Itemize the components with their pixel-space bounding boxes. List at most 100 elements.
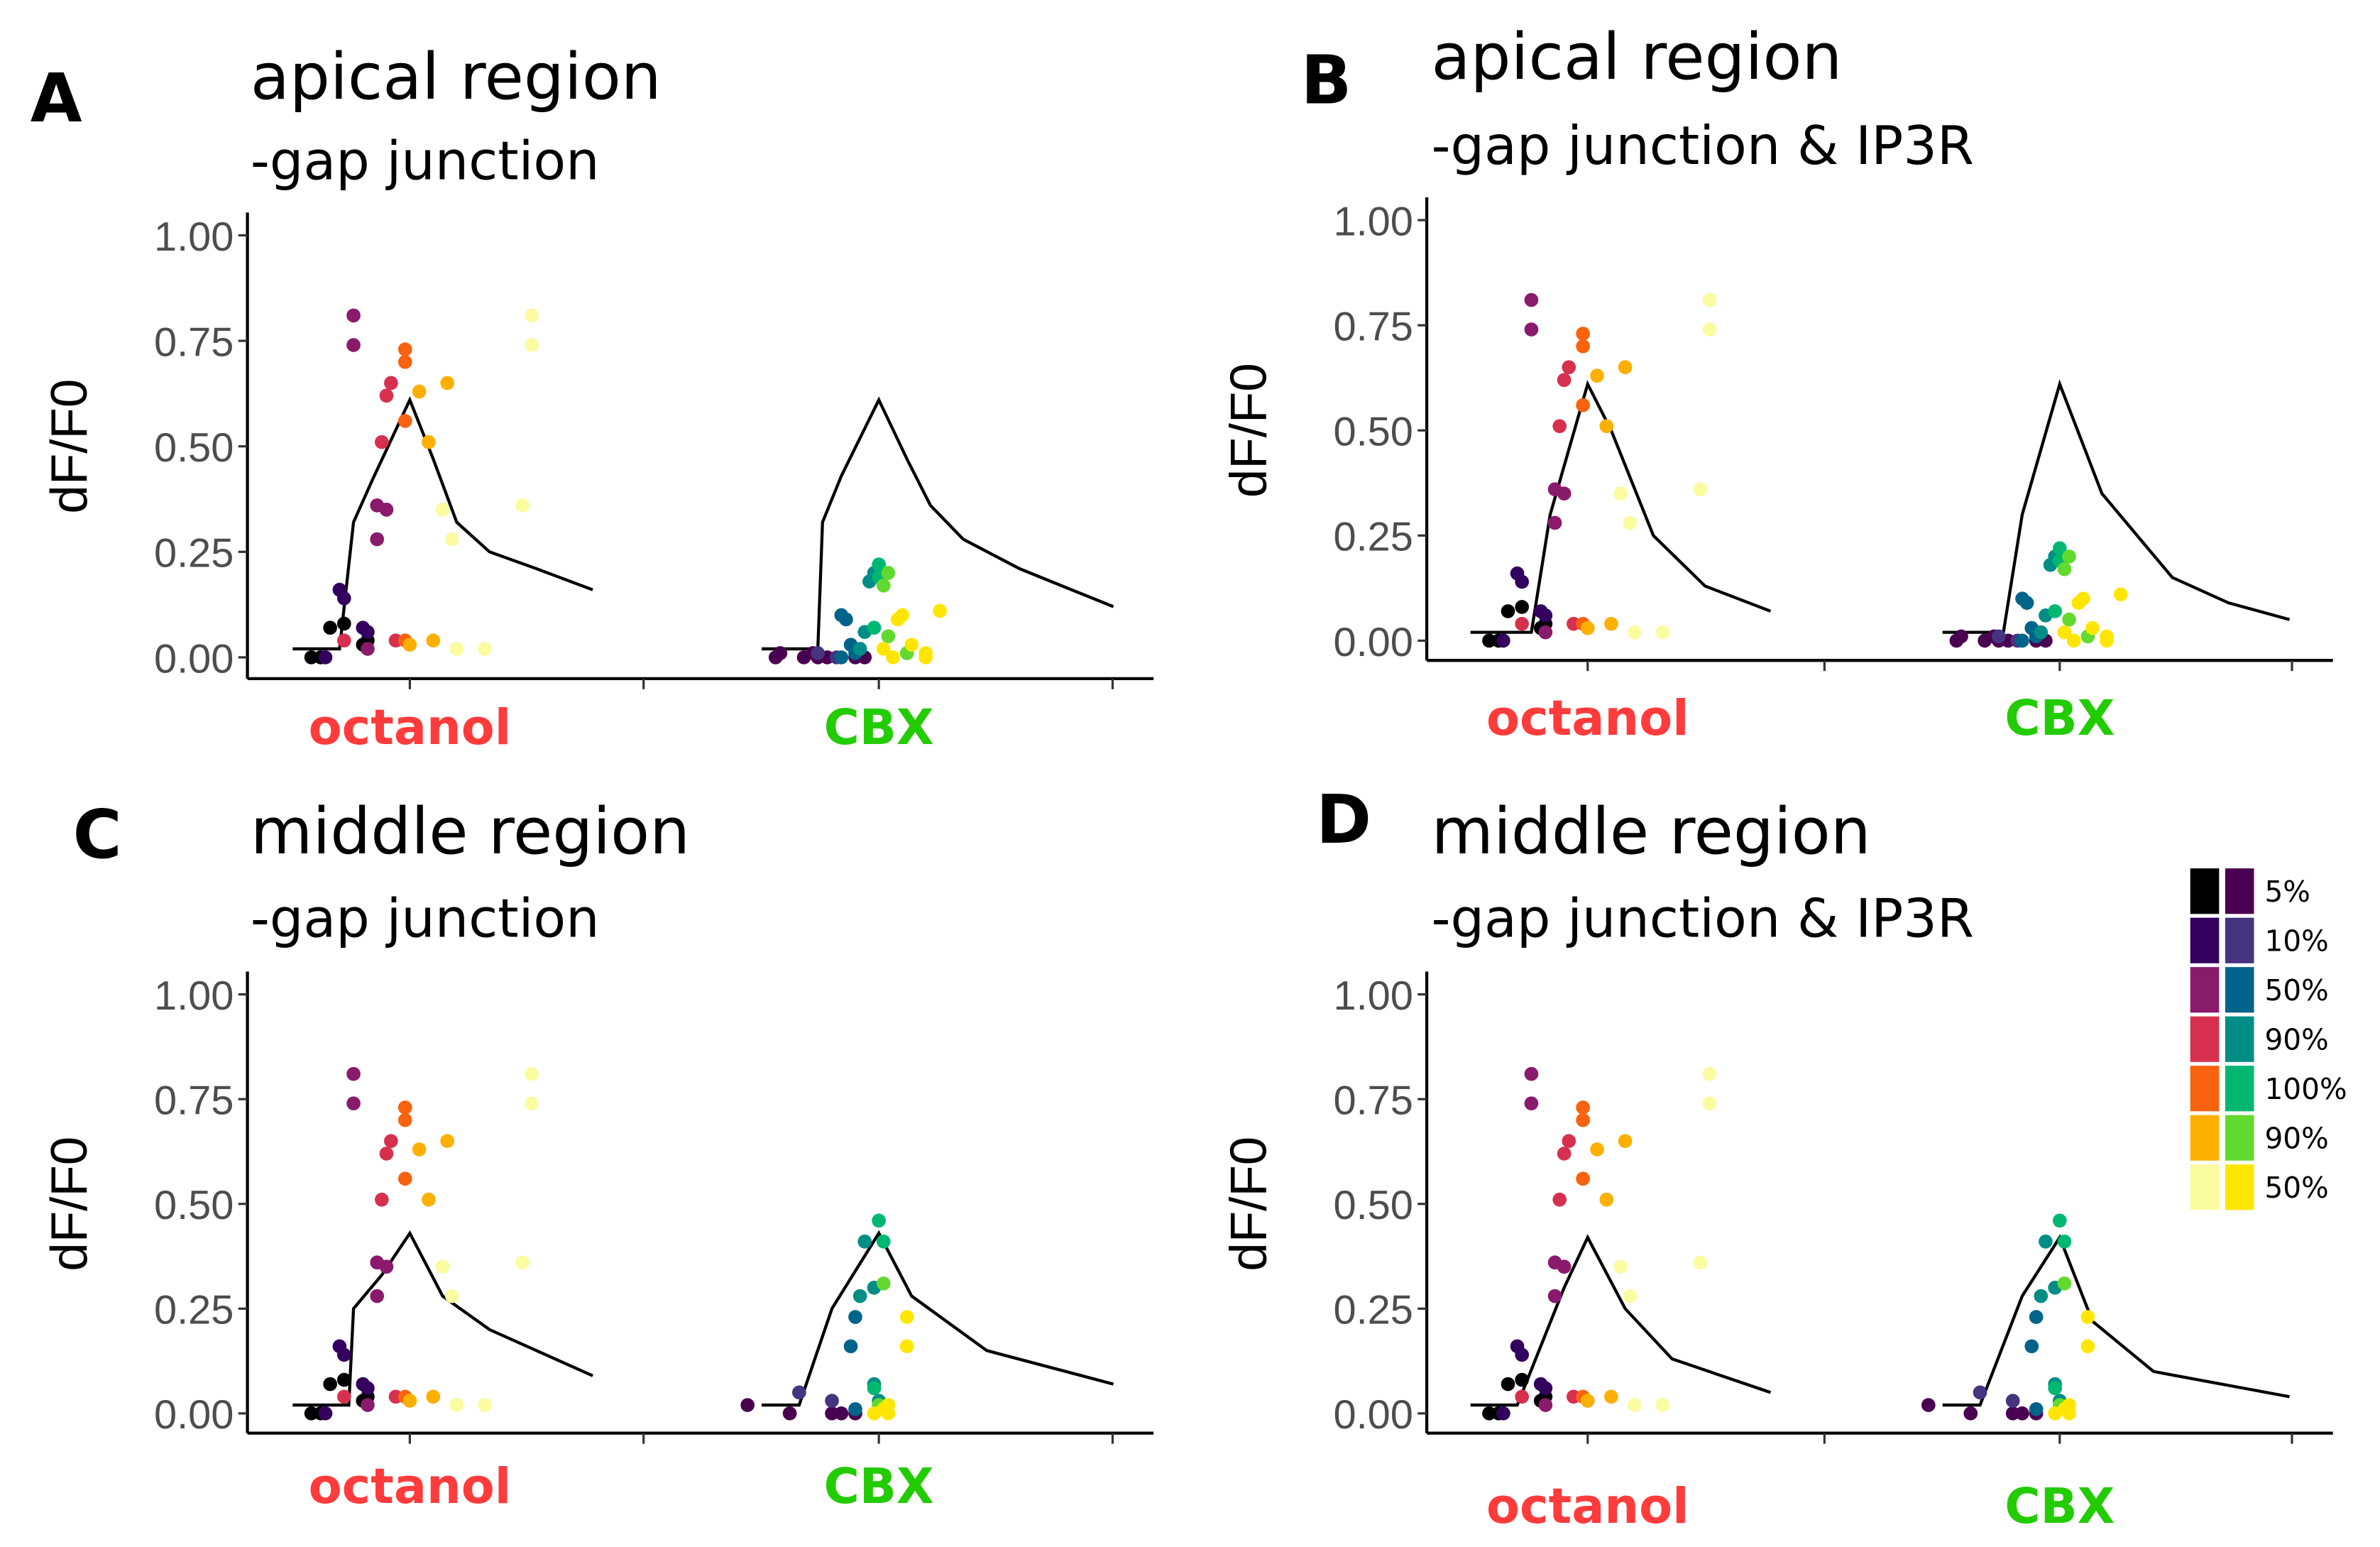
data-point-octanol [336, 616, 351, 631]
data-point-octanol [374, 1192, 389, 1207]
x-tick-label-octanol: octanol [309, 1458, 512, 1515]
data-point-cbx [899, 1310, 914, 1324]
data-point-octanol [336, 1348, 351, 1362]
y-tick-label: 0.00 [1333, 1392, 1413, 1438]
y-axis-label: dF/F0 [1219, 363, 1277, 498]
data-point-cbx [2100, 633, 2114, 648]
y-tick-label: 0.50 [1333, 1183, 1413, 1228]
x-tick-label-octanol: octanol [1486, 1478, 1689, 1535]
data-point-octanol [1590, 1142, 1604, 1157]
y-tick-label: 1.00 [1333, 973, 1413, 1019]
data-point-octanol [397, 1113, 412, 1127]
legend-swatch-cbx [2225, 1115, 2254, 1161]
data-point-octanol [1524, 1096, 1539, 1111]
data-point-cbx [933, 603, 947, 618]
legend-swatch-octanol [2190, 1115, 2220, 1161]
data-point-octanol [1693, 1255, 1708, 1270]
data-point-octanol [1576, 1100, 1590, 1115]
data-point-octanol [440, 1134, 455, 1149]
data-point-octanol [1515, 574, 1529, 589]
data-point-cbx [2048, 1406, 2062, 1421]
data-point-cbx [848, 1401, 862, 1416]
data-point-cbx [881, 566, 896, 580]
data-point-octanol [444, 1289, 459, 1303]
data-point-octanol [1623, 515, 1638, 530]
data-point-octanol [384, 1134, 398, 1149]
data-point-octanol [422, 434, 436, 449]
data-point-octanol [336, 633, 351, 648]
data-point-octanol [1557, 1147, 1572, 1161]
data-point-cbx [2057, 625, 2072, 640]
data-point-cbx [881, 1406, 896, 1421]
data-point-octanol [440, 376, 455, 390]
data-point-octanol [1501, 604, 1515, 618]
y-tick-label: 0.75 [1333, 305, 1413, 350]
data-point-cbx [876, 1276, 891, 1291]
data-point-octanol [374, 434, 389, 449]
data-point-octanol [1515, 600, 1529, 614]
legend-swatch-cbx [2225, 917, 2254, 963]
mean-trace-octanol [1470, 1234, 1772, 1407]
y-tick-label: 0.00 [1333, 620, 1413, 665]
data-point-cbx [2039, 1234, 2053, 1249]
y-tick-label: 1.00 [1333, 199, 1413, 244]
legend-swatch-cbx [2225, 1016, 2254, 1062]
y-axis-label: dF/F0 [1219, 1137, 1277, 1272]
y-tick-label: 0.25 [1333, 1288, 1413, 1333]
data-point-octanol [1533, 1377, 1548, 1392]
legend-swatch-octanol [2190, 1016, 2220, 1062]
data-point-octanol [1562, 1134, 1576, 1149]
data-point-octanol [1524, 1066, 1539, 1081]
y-tick-label: 0.50 [154, 425, 234, 471]
data-point-octanol [1557, 1259, 1572, 1274]
panel-subtitle: -gap junction & IP3R [1432, 887, 1974, 949]
panel-letter: D [1316, 782, 1371, 859]
data-point-cbx [1921, 1398, 1936, 1412]
data-point-octanol [1524, 293, 1539, 307]
legend-swatch-octanol [2190, 1066, 2220, 1112]
legend-swatch-cbx [2225, 967, 2254, 1013]
data-point-cbx [2024, 1339, 2039, 1354]
data-point-octanol [525, 1066, 539, 1081]
data-point-octanol [478, 642, 492, 656]
data-point-octanol [1618, 360, 1633, 375]
data-point-octanol [422, 1192, 436, 1207]
data-point-cbx [792, 1385, 806, 1400]
data-point-octanol [525, 338, 539, 352]
data-point-octanol [478, 1398, 492, 1412]
y-tick-label: 0.75 [1333, 1078, 1413, 1124]
y-tick-label: 0.50 [1333, 410, 1413, 455]
data-point-cbx [872, 1213, 886, 1228]
data-point-octanol [384, 376, 398, 390]
data-point-octanol [379, 503, 394, 517]
data-point-cbx [2029, 1401, 2044, 1416]
data-point-octanol [336, 591, 351, 606]
data-point-cbx [904, 638, 919, 652]
data-point-cbx [811, 646, 826, 660]
mean-trace-cbx [1942, 1234, 2290, 1407]
mean-trace-cbx [762, 1230, 1114, 1407]
data-point-octanol [397, 1100, 412, 1115]
data-point-cbx [782, 1406, 797, 1421]
data-point-octanol [412, 384, 427, 399]
data-point-cbx [899, 1339, 914, 1354]
data-point-cbx [839, 612, 853, 627]
legend-label: 50% [2264, 973, 2328, 1007]
data-point-octanol [1623, 1289, 1638, 1303]
legend-swatch-octanol [2190, 917, 2220, 963]
data-point-octanol [361, 642, 375, 656]
data-point-octanol [323, 621, 337, 635]
data-point-cbx [1973, 1385, 1987, 1400]
data-point-cbx [843, 1339, 858, 1354]
data-point-cbx [2066, 633, 2081, 648]
data-point-octanol [426, 1389, 441, 1404]
data-point-octanol [336, 1389, 351, 1404]
legend-swatch-octanol [2190, 1164, 2220, 1210]
data-point-cbx [881, 629, 896, 644]
legend: 5% 10% 50% 90% 100% 90% 50% [2190, 868, 2347, 1210]
data-point-cbx [1954, 629, 1968, 644]
panel-letter: B [1301, 42, 1352, 119]
data-point-octanol [412, 1142, 427, 1157]
data-point-octanol [525, 308, 539, 323]
data-point-octanol [515, 1255, 530, 1270]
